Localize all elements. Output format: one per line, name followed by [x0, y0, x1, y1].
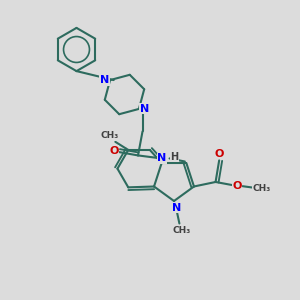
- Text: O: O: [109, 146, 119, 156]
- Text: N: N: [158, 153, 166, 164]
- Text: H: H: [171, 152, 179, 162]
- Text: O: O: [214, 149, 224, 159]
- Text: CH₃: CH₃: [173, 226, 191, 235]
- Text: N: N: [172, 202, 182, 213]
- Text: CH₃: CH₃: [100, 131, 118, 140]
- Text: CH₃: CH₃: [252, 184, 270, 193]
- Text: O: O: [232, 181, 242, 190]
- Text: N: N: [140, 104, 149, 114]
- Text: N: N: [100, 75, 109, 85]
